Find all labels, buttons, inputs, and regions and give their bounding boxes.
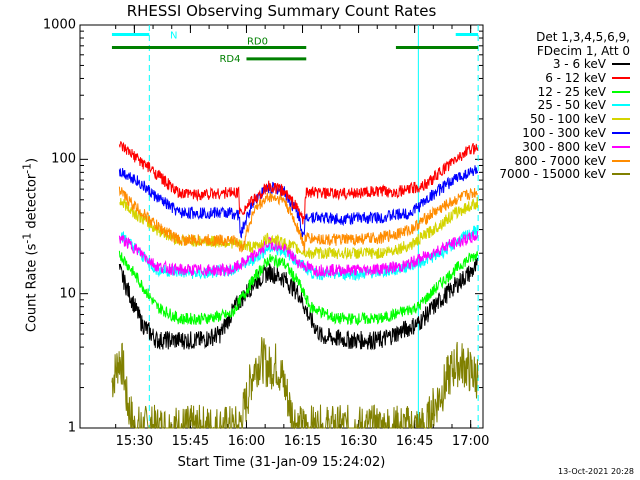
legend-entry: 25 - 50 keV: [538, 98, 630, 112]
series-line: [118, 140, 479, 225]
legend-swatch: [612, 132, 630, 134]
series-line: [118, 257, 479, 351]
plot-frame: [79, 24, 484, 429]
legend-entry-label: 50 - 100 keV: [529, 112, 606, 127]
legend-entry-label: 25 - 50 keV: [537, 98, 606, 113]
x-tick-label: 15:30: [115, 434, 154, 449]
chart-title: RHESSI Observing Summary Count Rates: [126, 2, 437, 20]
x-tick-label: 16:00: [227, 434, 266, 449]
legend-swatch: [612, 90, 630, 93]
y-axis-label-part: -1: [20, 162, 34, 174]
y-tick-label: 10: [59, 286, 76, 302]
legend-entry: 100 - 300 keV: [522, 126, 630, 140]
y-tick-label: 100: [51, 151, 76, 167]
legend-entry: 800 - 7000 keV: [515, 154, 630, 168]
series-line: [118, 230, 479, 278]
legend-header-line: Det 1,3,4,5,6,9,: [536, 30, 630, 44]
y-axis-label-part: -1: [20, 232, 34, 244]
x-tick-label: 16:30: [339, 434, 378, 449]
x-axis-label: Start Time (31-Jan-09 15:24:02): [177, 455, 386, 470]
legend-entry-label: 12 - 25 keV: [537, 84, 606, 99]
y-tick-label: 1: [67, 420, 76, 436]
legend-entry: 50 - 100 keV: [530, 112, 630, 126]
footer-timestamp: 13-Oct-2021 20:28: [558, 467, 634, 476]
legend-entry-label: 800 - 7000 keV: [514, 153, 606, 168]
legend-swatch: [612, 76, 630, 79]
series-line: [118, 186, 479, 253]
x-tick-label: 16:15: [283, 434, 322, 449]
legend-entry-label: 300 - 800 keV: [522, 139, 606, 154]
x-tick-label: 16:45: [395, 434, 434, 449]
series-line: [118, 250, 479, 326]
legend-swatch: [612, 104, 630, 107]
y-axis-label-part: detector: [24, 173, 40, 233]
legend-swatch: [612, 159, 630, 162]
annotation-label-rd0: RD0: [247, 36, 268, 47]
annotation-label-rd4: RD4: [219, 54, 240, 65]
legend-entry: 300 - 800 keV: [522, 140, 630, 154]
y-axis-label-part: Count Rate (s: [24, 243, 40, 333]
legend-swatch: [612, 173, 630, 176]
series-line: [111, 337, 479, 430]
x-tick-label: 15:45: [171, 434, 210, 449]
legend-swatch: [612, 118, 630, 121]
legend-entry-label: 3 - 6 keV: [552, 57, 606, 71]
legend-swatch: [612, 63, 630, 65]
y-axis-label: Count Rate (s-1 detector-1): [20, 158, 39, 332]
y-tick-label: 1000: [42, 17, 76, 33]
legend-entry-label: 100 - 300 keV: [522, 126, 606, 140]
legend-entry-label: 7000 - 15000 keV: [499, 167, 606, 182]
annotation-label-n: N: [170, 30, 177, 41]
legend-entry: 7000 - 15000 keV: [499, 167, 630, 181]
legend-entry: 12 - 25 keV: [538, 85, 630, 99]
x-tick-label: 17:00: [451, 434, 490, 449]
legend-swatch: [612, 145, 630, 148]
legend-entry-label: 6 - 12 keV: [545, 70, 606, 85]
series-line: [118, 165, 479, 239]
legend-entry: 6 - 12 keV: [545, 71, 630, 85]
legend-header-line: FDecim 1, Att 0: [536, 44, 630, 58]
legend-entry: 3 - 6 keV: [553, 57, 630, 71]
y-axis-label-part: ): [24, 157, 40, 163]
